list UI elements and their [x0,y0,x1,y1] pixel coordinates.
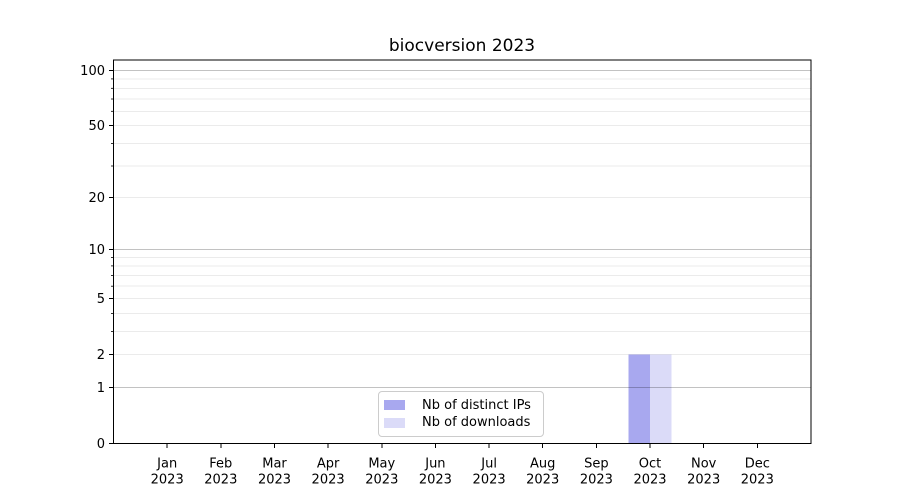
y-tick-label: 1 [97,381,105,396]
x-tick-label-year: 2023 [473,473,506,488]
x-tick-label-month: Apr [317,457,340,472]
x-tick-label-month: Dec [745,457,770,472]
x-tick-label-month: Jun [424,457,445,472]
axes-layer: 0125102050100Jan2023Feb2023Mar2023Apr202… [80,59,812,488]
x-tick-label-year: 2023 [687,473,720,488]
grid-layer [113,70,811,388]
x-tick-label-month: Feb [209,457,232,472]
y-tick-label: 100 [80,64,105,79]
y-tick-label: 5 [97,292,105,307]
y-tick-label: 20 [88,191,105,206]
x-tick-label-year: 2023 [580,473,613,488]
plot-border [113,59,812,444]
bar-downloads-oct [650,354,672,444]
x-tick-label-year: 2023 [633,473,666,488]
x-tick-label-year: 2023 [419,473,452,488]
x-tick-label-month: Nov [691,457,717,472]
x-tick-label-month: Oct [639,457,661,472]
x-tick-label-month: May [368,457,395,472]
y-tick-label: 10 [88,243,105,258]
x-tick-label-month: Aug [530,457,555,472]
legend-item-downloads: Nb of downloads [384,415,535,430]
x-tick-label-month: Sep [584,457,609,472]
x-tick-label-month: Jul [480,457,497,472]
x-tick-label-month: Jan [156,457,177,472]
y-tick-label: 50 [88,119,105,134]
bars-layer [628,354,672,444]
legend-swatch-downloads [384,417,405,428]
legend-label-distinct-ips: Nb of distinct IPs [422,397,531,413]
y-tick-label: 2 [97,348,105,363]
y-tick-label: 0 [97,437,105,452]
chart-title: biocversion 2023 [388,36,536,56]
legend-label-downloads: Nb of downloads [422,415,531,431]
bar-distinct-ips-oct [628,354,651,444]
x-tick-label-year: 2023 [312,473,345,488]
x-tick-label-year: 2023 [741,473,774,488]
x-tick-label-year: 2023 [258,473,291,488]
x-tick-label-year: 2023 [204,473,237,488]
x-tick-label-month: Mar [262,457,287,472]
x-tick-label-year: 2023 [151,473,184,488]
legend-swatch-distinct-ips [384,400,405,411]
legend: Nb of distinct IPs Nb of downloads [378,391,544,437]
legend-item-distinct-ips: Nb of distinct IPs [384,398,535,413]
x-tick-label-year: 2023 [365,473,398,488]
x-tick-label-year: 2023 [526,473,559,488]
